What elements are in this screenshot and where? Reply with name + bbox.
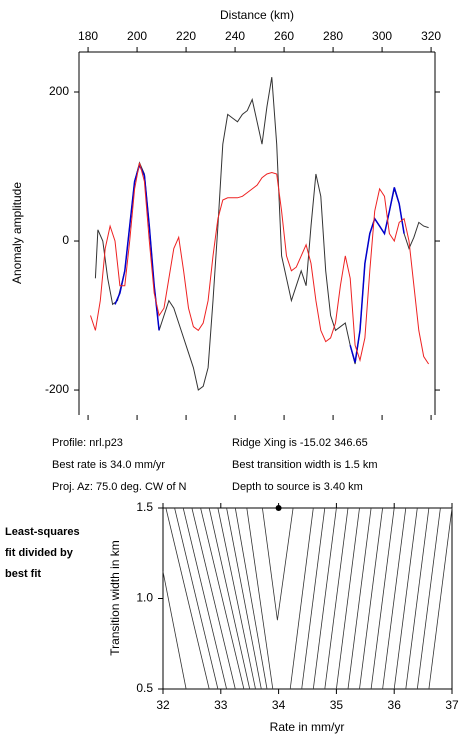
contour-line bbox=[393, 507, 418, 690]
contour-line bbox=[370, 507, 395, 690]
x-tick-label: 36 bbox=[388, 698, 402, 712]
contour-line bbox=[405, 507, 430, 690]
y-tick-label: 0.5 bbox=[136, 681, 153, 695]
y-tick-label: 1.0 bbox=[136, 591, 153, 605]
contour-line bbox=[416, 507, 441, 690]
y-tick-label: -200 bbox=[45, 382, 69, 396]
y-axis-label: Transition width in km bbox=[108, 540, 122, 656]
plot-frame bbox=[162, 507, 453, 690]
side-label: Least-squares bbox=[5, 526, 80, 538]
contour-line bbox=[336, 507, 360, 690]
y-tick-label: 200 bbox=[49, 84, 69, 98]
data-line bbox=[94, 77, 429, 391]
contour-line bbox=[200, 507, 245, 690]
x-tick-label: 200 bbox=[127, 29, 147, 43]
contour-line bbox=[191, 507, 236, 690]
contour-line bbox=[246, 507, 274, 690]
contour-line bbox=[301, 507, 326, 690]
y-tick-label: 0 bbox=[62, 233, 69, 247]
x-tick-label: 280 bbox=[323, 29, 343, 43]
contour-line bbox=[262, 507, 294, 621]
contour-line bbox=[234, 507, 268, 690]
contour-line bbox=[312, 507, 337, 690]
x-tick-label: 240 bbox=[225, 29, 245, 43]
data-line bbox=[349, 187, 405, 363]
contour-line bbox=[165, 507, 210, 690]
contour-line bbox=[382, 507, 407, 690]
annotation: Best rate is 34.0 mm/yr bbox=[52, 459, 165, 471]
annotation: Depth to source is 3.40 km bbox=[232, 481, 363, 493]
best-fit-point bbox=[275, 505, 282, 511]
side-label: best fit bbox=[5, 568, 41, 580]
data-line bbox=[114, 162, 160, 331]
x-tick-label: 260 bbox=[274, 29, 294, 43]
x-tick-label: 33 bbox=[214, 698, 228, 712]
contour-line bbox=[289, 507, 314, 690]
x-tick-label: 220 bbox=[176, 29, 196, 43]
annotation: Profile: nrl.p23 bbox=[52, 437, 123, 449]
contour-line bbox=[359, 507, 383, 690]
x-tick-label: 300 bbox=[372, 29, 392, 43]
contour-line bbox=[208, 507, 251, 690]
contour-line bbox=[174, 507, 219, 690]
x-axis-label: Rate in mm/yr bbox=[270, 720, 345, 734]
contour-line bbox=[428, 507, 453, 690]
y-axis-label: Anomaly amplitude bbox=[10, 182, 24, 284]
contour-line bbox=[217, 507, 256, 690]
x-tick-label: 320 bbox=[421, 29, 441, 43]
y-tick-label: 1.5 bbox=[136, 500, 153, 514]
x-tick-label: 32 bbox=[156, 698, 170, 712]
annotation: Best transition width is 1.5 km bbox=[232, 459, 378, 471]
x-tick-label: 34 bbox=[272, 698, 286, 712]
x-axis-label: Distance (km) bbox=[220, 8, 294, 22]
side-label: fit divided by bbox=[5, 547, 74, 559]
data-line bbox=[90, 162, 430, 365]
x-tick-label: 37 bbox=[445, 698, 459, 712]
contour-line bbox=[226, 507, 262, 690]
contour-line bbox=[347, 507, 372, 690]
x-tick-label: 180 bbox=[78, 29, 98, 43]
contour-line bbox=[324, 507, 349, 690]
contour-line bbox=[162, 571, 187, 690]
annotation: Proj. Az: 75.0 deg. CW of N bbox=[52, 481, 187, 493]
annotation: Ridge Xing is -15.02 346.65 bbox=[232, 437, 368, 449]
contour-line bbox=[182, 507, 227, 690]
x-tick-label: 35 bbox=[330, 698, 344, 712]
